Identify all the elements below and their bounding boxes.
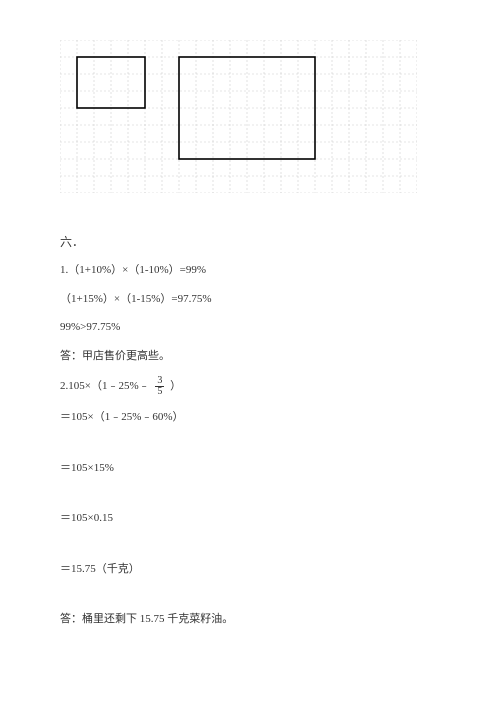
- grid-figure: [60, 40, 440, 198]
- problem2-answer: 答：桶里还剩下 15.75 千克菜籽油。: [60, 611, 440, 628]
- fraction-3-5: 3 5: [155, 376, 164, 397]
- problem1-line3: 99%>97.75%: [60, 319, 440, 336]
- problem2-step3: ＝105×0.15: [60, 510, 440, 527]
- grid-svg: [60, 40, 417, 193]
- problem2-step1: ＝105×（1﹣25%﹣60%）: [60, 409, 440, 426]
- problem2-line1-post: ）: [170, 380, 181, 392]
- section-heading: 六．: [60, 233, 440, 250]
- problem2-step4: ＝15.75（千克）: [60, 561, 440, 578]
- problem1-line1: 1.（1+10%）×（1-10%）=99%: [60, 262, 440, 279]
- problem1-answer: 答：甲店售价更高些。: [60, 348, 440, 365]
- problem2-step2: ＝105×15%: [60, 460, 440, 477]
- problem2-line1-pre: 2.105×（1﹣25%﹣: [60, 380, 150, 392]
- problem2-line1: 2.105×（1﹣25%﹣ 3 5 ）: [60, 376, 440, 397]
- problem1-line2: （1+15%）×（1-15%）=97.75%: [60, 291, 440, 308]
- fraction-denominator: 5: [155, 387, 164, 397]
